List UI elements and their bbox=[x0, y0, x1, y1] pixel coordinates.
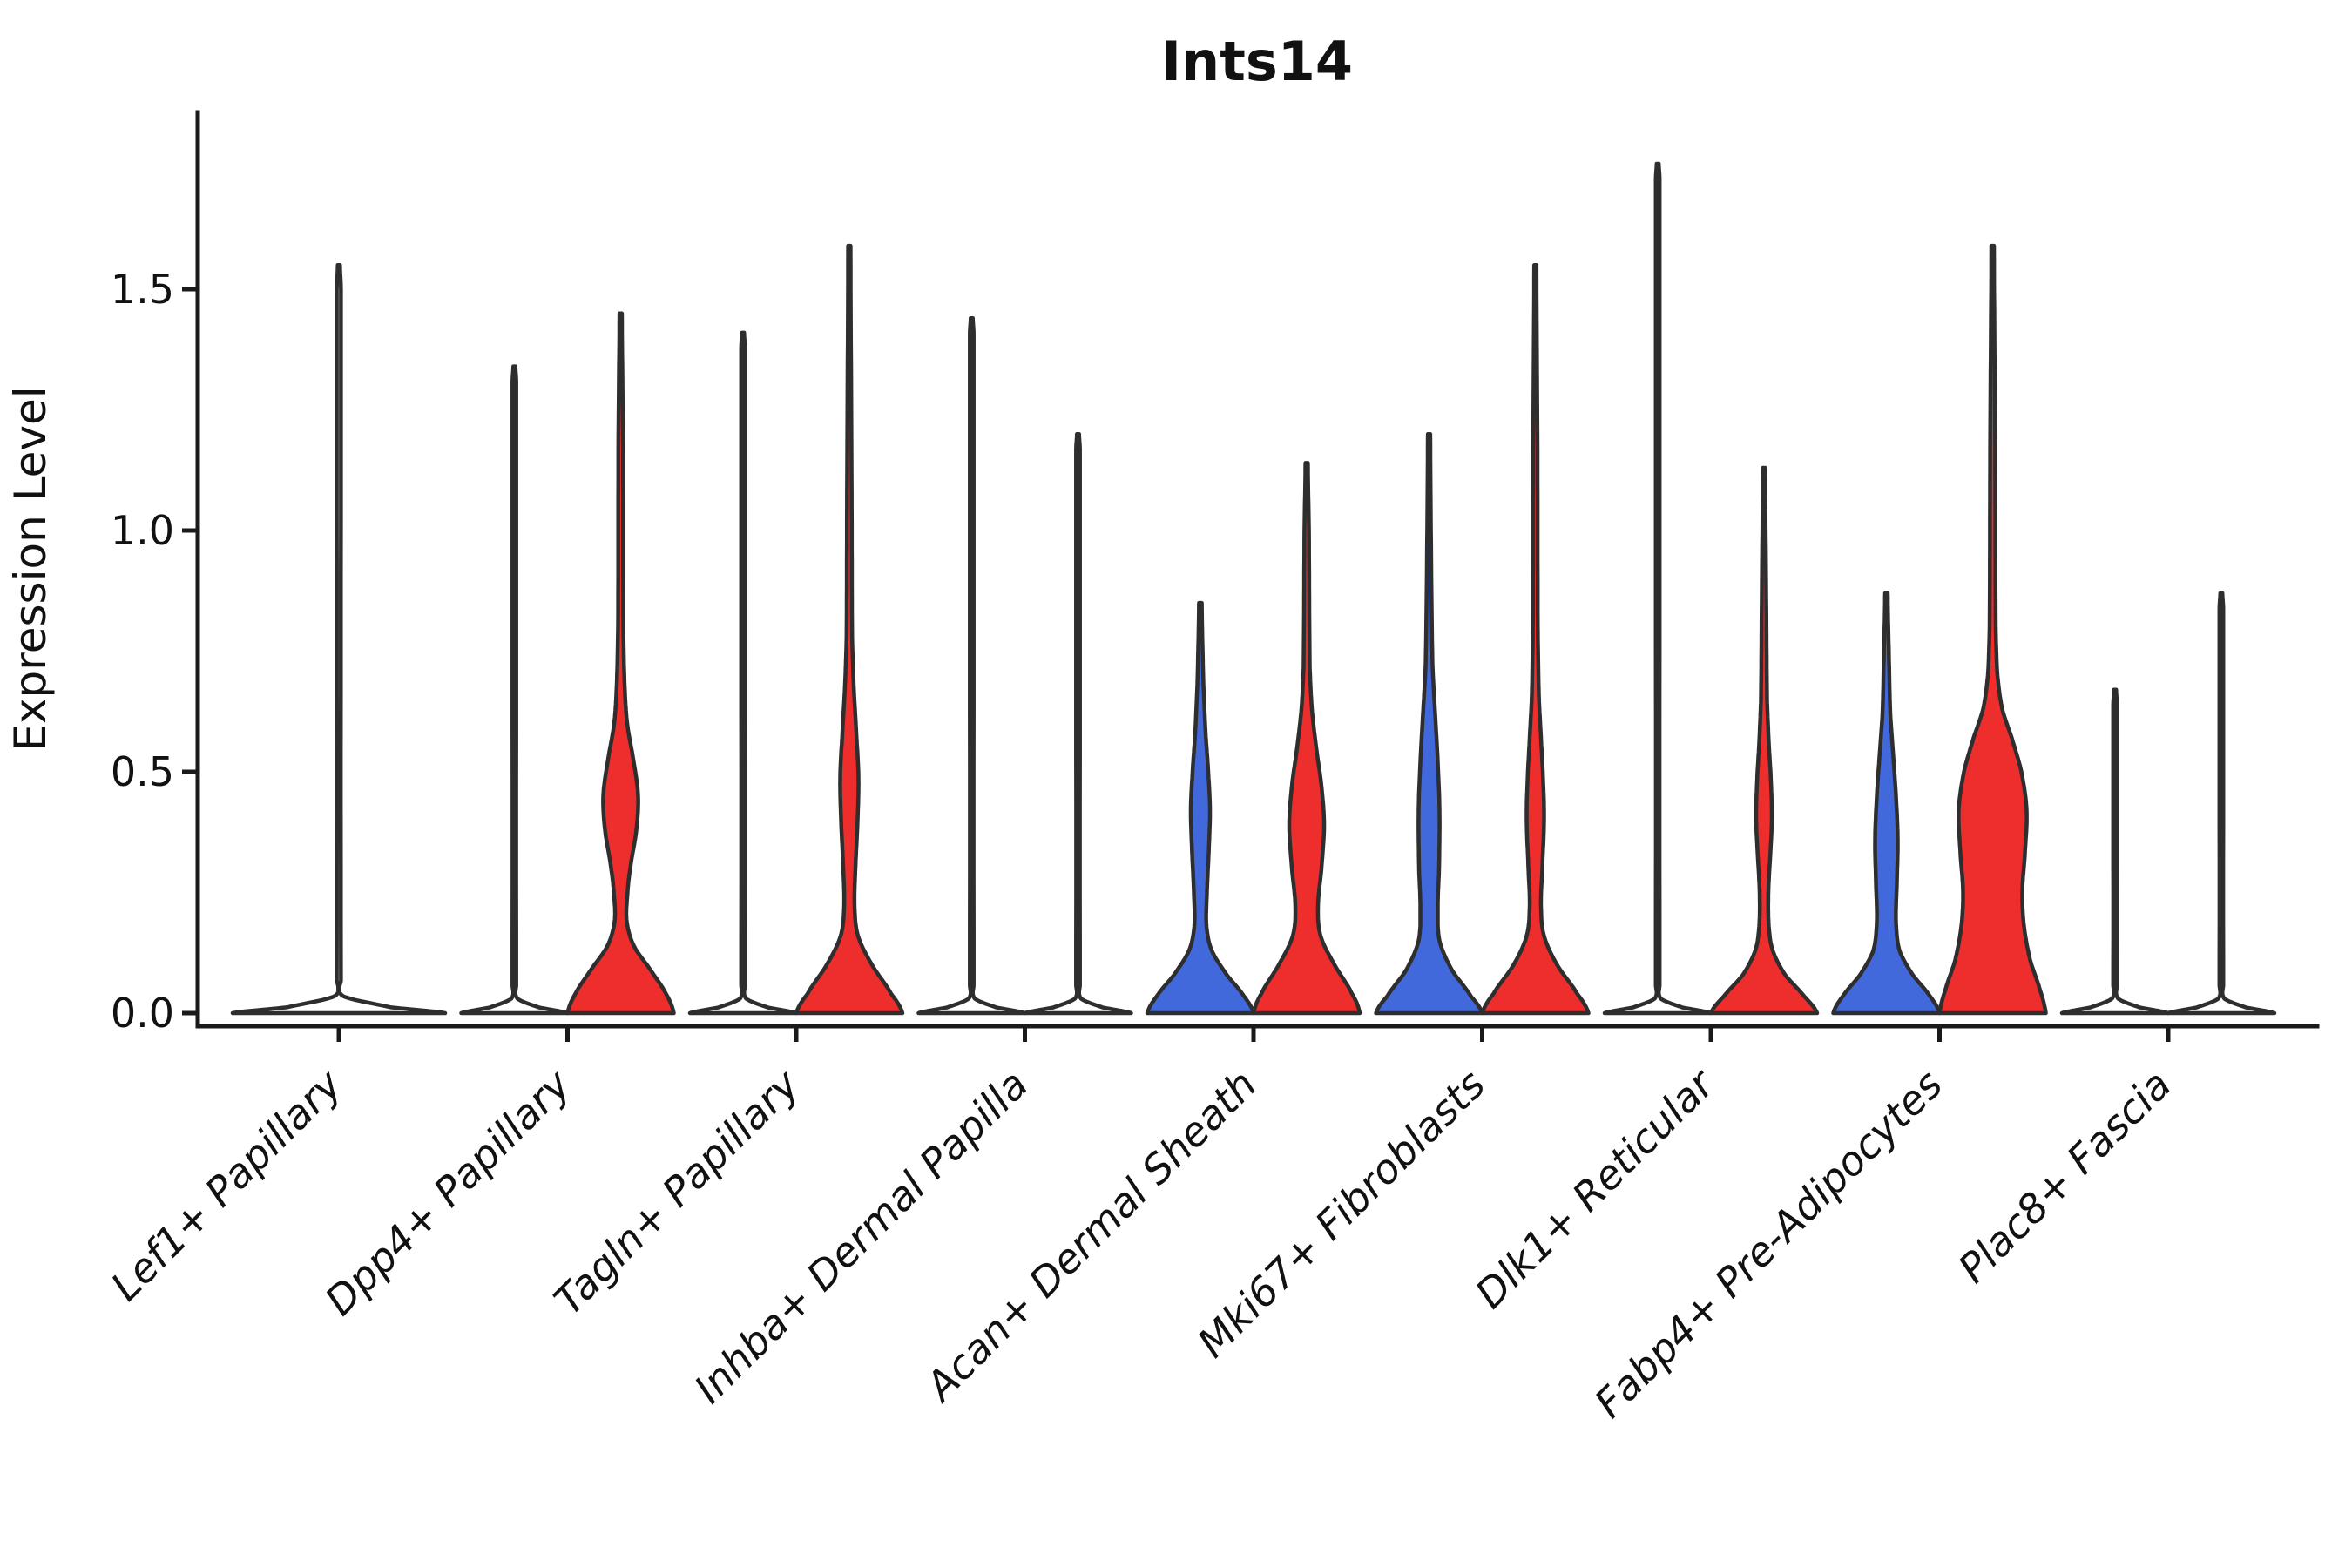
violin-7-left bbox=[1602, 161, 1713, 1016]
violin-5-right bbox=[1251, 461, 1362, 1016]
violins-group bbox=[230, 161, 2277, 1016]
y-tick-label: 1.0 bbox=[111, 507, 174, 554]
violin-1-full bbox=[230, 263, 448, 1016]
y-ticks-group: 0.0 0.5 1.0 1.5 bbox=[111, 266, 198, 1037]
violin-5-left bbox=[1145, 600, 1256, 1016]
violin-2-left bbox=[459, 364, 570, 1016]
x-tick-label: Dlk1+ Reticular bbox=[1466, 1058, 1725, 1317]
x-tick-label: Dpp4+ Papillary bbox=[316, 1060, 580, 1324]
violin-7-right bbox=[1708, 465, 1820, 1016]
x-tick-label: Lef1+ Papillary bbox=[102, 1060, 351, 1309]
y-tick-label: 0.5 bbox=[111, 748, 174, 795]
y-axis-label: Expression Level bbox=[5, 386, 56, 751]
violin-8-left bbox=[1831, 591, 1942, 1016]
y-tick-label: 1.5 bbox=[111, 266, 174, 313]
violin-8-right bbox=[1937, 243, 2048, 1016]
violin-9-left bbox=[2059, 687, 2171, 1016]
violin-9-right bbox=[2166, 591, 2277, 1016]
violin-3-left bbox=[687, 330, 799, 1016]
violin-6-right bbox=[1480, 263, 1591, 1016]
violin-4-left bbox=[916, 315, 1027, 1016]
violin-3-right bbox=[794, 243, 905, 1016]
violin-4-right bbox=[1023, 431, 1133, 1016]
x-tick-label: Tagln+ Papillary bbox=[544, 1060, 808, 1324]
violin-6-left bbox=[1374, 431, 1484, 1016]
chart-title: Ints14 bbox=[1161, 30, 1353, 93]
axes-group bbox=[195, 110, 2320, 1029]
y-tick-label: 0.0 bbox=[111, 990, 174, 1037]
x-tick-label: Plac8+ Fascia bbox=[1949, 1061, 2180, 1292]
violin-2-right bbox=[565, 311, 676, 1016]
